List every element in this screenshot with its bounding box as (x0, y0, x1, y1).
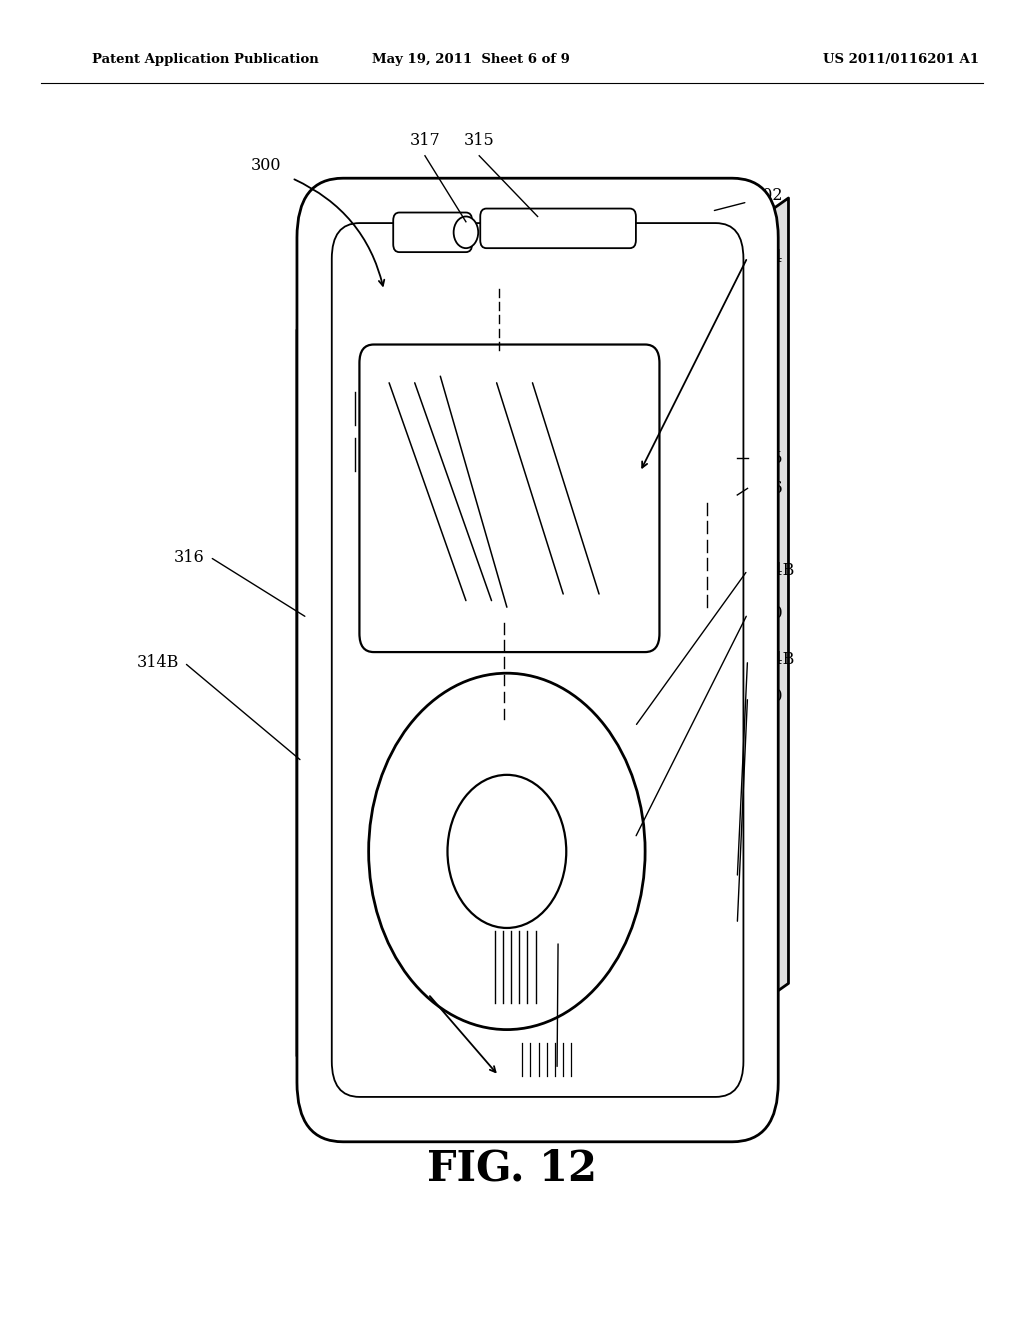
Text: US 2011/0116201 A1: US 2011/0116201 A1 (823, 53, 979, 66)
Text: Patent Application Publication: Patent Application Publication (92, 53, 318, 66)
Text: FIG. 12: FIG. 12 (427, 1147, 597, 1189)
Text: 304: 304 (753, 249, 783, 265)
Text: 318: 318 (408, 1007, 438, 1024)
Text: 300: 300 (753, 689, 783, 705)
Polygon shape (389, 198, 742, 238)
Text: 314B: 314B (753, 652, 795, 668)
Text: 315: 315 (464, 132, 495, 149)
FancyBboxPatch shape (393, 213, 472, 252)
FancyBboxPatch shape (359, 345, 659, 652)
Circle shape (447, 775, 566, 928)
Text: 305: 305 (753, 450, 783, 466)
Text: 302: 302 (753, 187, 783, 203)
Polygon shape (732, 198, 788, 1023)
Text: May 19, 2011  Sheet 6 of 9: May 19, 2011 Sheet 6 of 9 (372, 53, 570, 66)
Circle shape (369, 673, 645, 1030)
Text: 300: 300 (251, 157, 282, 173)
FancyBboxPatch shape (480, 209, 636, 248)
Text: 314B: 314B (753, 562, 795, 578)
Text: 310: 310 (753, 606, 783, 622)
Text: 317: 317 (410, 132, 440, 149)
Text: 316: 316 (174, 549, 205, 565)
FancyBboxPatch shape (297, 178, 778, 1142)
Text: 306: 306 (753, 480, 783, 496)
Text: 314B: 314B (558, 933, 600, 949)
Circle shape (454, 216, 478, 248)
Text: 314B: 314B (137, 655, 179, 671)
Polygon shape (297, 297, 343, 1056)
